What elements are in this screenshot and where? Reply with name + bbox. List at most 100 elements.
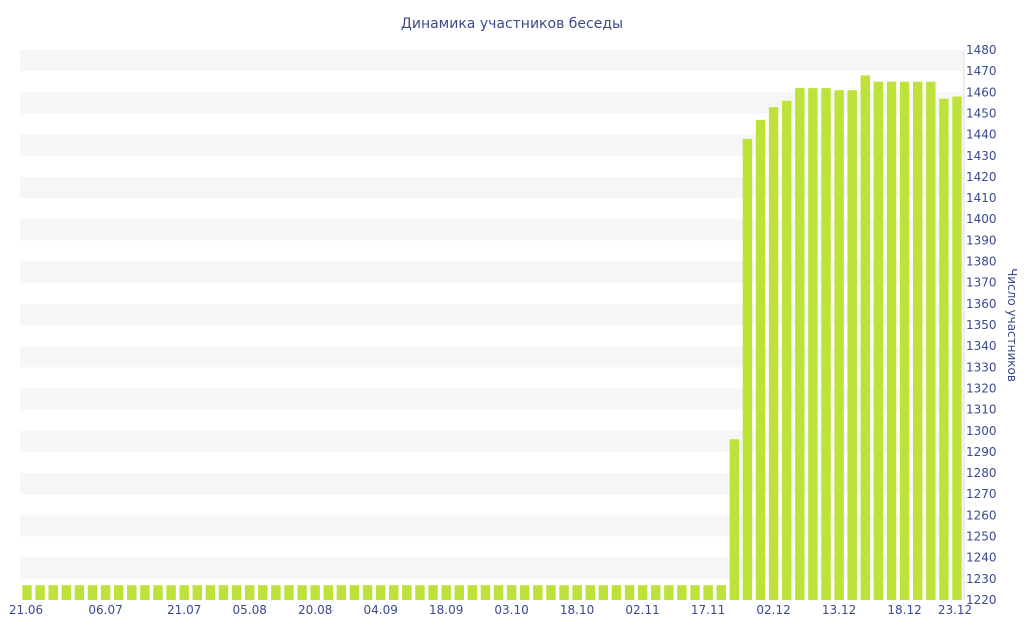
y-tick-label: 1420: [966, 170, 997, 184]
bar: [677, 585, 687, 600]
grid-band: [20, 134, 964, 156]
bar: [231, 585, 242, 600]
grid-band: [20, 515, 964, 537]
bar: [375, 585, 386, 600]
bar: [637, 585, 648, 600]
bar: [428, 585, 438, 600]
x-tick-label: 06.07: [88, 603, 122, 617]
bar: [520, 585, 530, 600]
bar: [349, 585, 360, 600]
x-tick-label: 02.11: [625, 603, 659, 617]
bar: [454, 585, 464, 600]
y-axis-ticks: 1220 1230 1240 1250 1260 1270 1280 1290 1300 1310…: [963, 43, 997, 607]
y-tick-label: 1360: [966, 297, 997, 311]
bar: [729, 439, 740, 600]
bar: [284, 585, 294, 600]
y-tick-label: 1430: [966, 149, 997, 163]
bar-series: [22, 75, 962, 601]
bar: [873, 81, 884, 601]
y-tick-label: 1270: [966, 487, 997, 501]
bar: [310, 585, 320, 600]
bar: [886, 81, 897, 601]
x-tick-label: 20.08: [298, 603, 332, 617]
x-tick-label: 18.10: [560, 603, 594, 617]
x-tick-label: 21.07: [167, 603, 201, 617]
bar: [100, 585, 111, 600]
bar: [127, 585, 137, 600]
y-tick-label: 1350: [966, 318, 997, 332]
x-tick-label: 17.11: [691, 603, 725, 617]
grid-band: [20, 557, 964, 579]
bar: [690, 585, 700, 600]
x-tick-label: 02.12: [756, 603, 790, 617]
x-tick-label: 03.10: [494, 603, 528, 617]
bar: [74, 585, 85, 600]
y-tick-label: 1450: [966, 106, 997, 120]
y-axis-label: Число участников: [1005, 268, 1019, 382]
grid-band: [20, 430, 964, 452]
bar: [179, 585, 189, 600]
bar: [140, 585, 150, 600]
bar: [952, 96, 962, 600]
y-tick-label: 1240: [966, 551, 997, 565]
bar: [218, 585, 229, 600]
grid-band: [20, 219, 964, 241]
bar: [899, 81, 910, 601]
y-tick-label: 1390: [966, 233, 997, 247]
bar: [755, 119, 766, 600]
y-tick-label: 1400: [966, 212, 997, 226]
bar: [624, 585, 635, 600]
bar: [48, 585, 58, 600]
bar: [860, 75, 871, 600]
y-tick-label: 1340: [966, 339, 997, 353]
bar: [166, 585, 176, 600]
x-axis-ticks: 21.06 06.07 21.07 05.08 20.08 04.09 18.09 03.10…: [9, 603, 972, 617]
bar: [480, 585, 491, 600]
bar: [297, 585, 307, 600]
bar: [651, 585, 661, 600]
bar: [244, 585, 255, 600]
grid-band: [20, 388, 964, 410]
bar: [611, 585, 622, 600]
y-tick-label: 1380: [966, 255, 997, 269]
x-tick-label: 13.12: [822, 603, 856, 617]
grid-band: [20, 473, 964, 495]
bar: [192, 585, 202, 600]
bar: [795, 88, 805, 600]
bar: [926, 81, 936, 601]
bar: [402, 585, 412, 600]
y-tick-label: 1460: [966, 85, 997, 99]
bar: [323, 585, 333, 600]
bar: [585, 585, 595, 600]
bar: [22, 585, 32, 600]
grid-band: [20, 176, 964, 199]
x-tick-label: 18.12: [887, 603, 921, 617]
y-tick-label: 1440: [966, 128, 997, 142]
bar: [821, 88, 831, 600]
y-tick-label: 1250: [966, 530, 997, 544]
bar: [441, 585, 451, 600]
y-tick-label: 1310: [966, 403, 997, 417]
bar: [35, 585, 45, 600]
bar: [768, 107, 779, 601]
bar: [61, 585, 72, 600]
bar: [258, 585, 268, 600]
x-tick-label: 23.12: [938, 603, 972, 617]
y-tick-label: 1280: [966, 466, 997, 480]
grid-bands: [20, 50, 964, 579]
grid-band: [20, 261, 964, 283]
y-tick-label: 1320: [966, 381, 997, 395]
y-tick-label: 1260: [966, 508, 997, 522]
bar: [808, 88, 818, 600]
bar: [506, 585, 517, 600]
bar: [782, 100, 792, 601]
y-tick-label: 1290: [966, 445, 997, 459]
grid-band: [20, 303, 964, 325]
y-tick-label: 1470: [966, 64, 997, 78]
bar: [847, 90, 857, 600]
bar: [834, 90, 844, 600]
x-tick-label: 18.09: [429, 603, 463, 617]
y-tick-label: 1330: [966, 360, 997, 374]
chart-title: Динамика участников беседы: [401, 16, 623, 32]
